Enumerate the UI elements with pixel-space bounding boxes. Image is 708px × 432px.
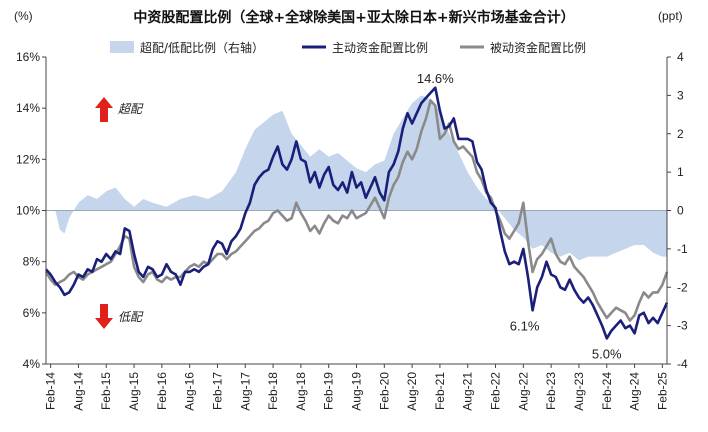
x-tick-label: Feb-23	[544, 372, 558, 410]
axes: 4% 6% 8% 10% 12% 14% 16% -4 -3 -2 -1 0 1 2 3 4 Feb-14 Aug…	[16, 50, 688, 411]
x-tick-label: Feb-17	[210, 372, 224, 410]
x-tick-label: Feb-14	[44, 372, 58, 410]
x-tick-label: Feb-24	[600, 372, 614, 410]
series-overweight-area	[46, 95, 667, 261]
annotation-label: 6.1%	[510, 318, 540, 333]
up-arrow-icon	[95, 97, 113, 122]
right-axis-unit: (ppt)	[658, 9, 683, 23]
right-tick-label: -4	[677, 357, 688, 371]
x-tick-label: Feb-16	[155, 372, 169, 410]
plot-area	[44, 86, 669, 340]
left-tick-label: 6%	[23, 306, 41, 320]
annotation-label: 5.0%	[592, 346, 622, 361]
right-tick-label: 3	[677, 88, 684, 102]
x-tick-label: Aug-16	[183, 372, 197, 411]
chart-title: 中资股配置比例（全球+全球除美国+亚太除日本+新兴市场基金合计）	[133, 9, 574, 26]
x-tick-label: Feb-18	[266, 372, 280, 410]
left-tick-label: 14%	[16, 101, 40, 115]
x-tick-label: Aug-19	[350, 372, 364, 411]
right-tick-label: 1	[677, 165, 684, 179]
down-arrow-icon	[95, 304, 113, 329]
legend-swatch-overweight	[110, 41, 134, 53]
right-tick-label: -2	[677, 280, 688, 294]
x-tick-label: Aug-14	[71, 372, 85, 411]
x-tick-label: Feb-21	[433, 372, 447, 410]
x-tick-label: Feb-15	[99, 372, 113, 410]
right-tick-label: 0	[677, 204, 684, 218]
left-axis-unit: (%)	[14, 9, 33, 23]
x-tick-label: Aug-18	[294, 372, 308, 411]
legend-label-passive: 被动资金配置比例	[490, 40, 586, 55]
underweight-label: 低配	[118, 310, 144, 324]
right-tick-label: -3	[677, 319, 688, 333]
x-tick-label: Feb-19	[322, 372, 336, 410]
legend-label-overweight: 超配/低配比例（右轴）	[140, 40, 264, 55]
x-tick-label: Aug-22	[516, 372, 530, 411]
overweight-label: 超配	[118, 102, 144, 116]
overweight-marker: 超配	[95, 97, 144, 122]
right-tick-label: -1	[677, 242, 688, 256]
left-tick-label: 12%	[16, 152, 40, 166]
x-tick-label: Aug-20	[405, 372, 419, 411]
x-tick-label: Aug-23	[572, 372, 586, 411]
series-passive-line	[44, 99, 669, 322]
x-tick-label: Feb-22	[489, 372, 503, 410]
left-tick-label: 8%	[23, 255, 41, 269]
underweight-marker: 低配	[95, 304, 144, 329]
right-tick-label: 4	[677, 50, 684, 64]
left-tick-label: 4%	[23, 357, 41, 371]
legend: 超配/低配比例（右轴） 主动资金配置比例 被动资金配置比例	[110, 40, 586, 55]
annotations: 14.6% 6.1% 5.0%	[417, 71, 622, 362]
x-tick-label: Aug-17	[238, 372, 252, 411]
series-active-line	[45, 86, 669, 340]
x-tick-label: Feb-20	[377, 372, 391, 410]
right-tick-label: 2	[677, 127, 684, 141]
annotation-label: 14.6%	[417, 71, 454, 86]
x-tick-label: Feb-25	[655, 372, 669, 410]
legend-label-active: 主动资金配置比例	[332, 40, 428, 55]
x-tick-label: Aug-24	[628, 372, 642, 411]
x-tick-label: Aug-15	[127, 372, 141, 411]
x-tick-label: Aug-21	[461, 372, 475, 411]
left-tick-label: 16%	[16, 50, 40, 64]
left-tick-label: 10%	[16, 204, 40, 218]
